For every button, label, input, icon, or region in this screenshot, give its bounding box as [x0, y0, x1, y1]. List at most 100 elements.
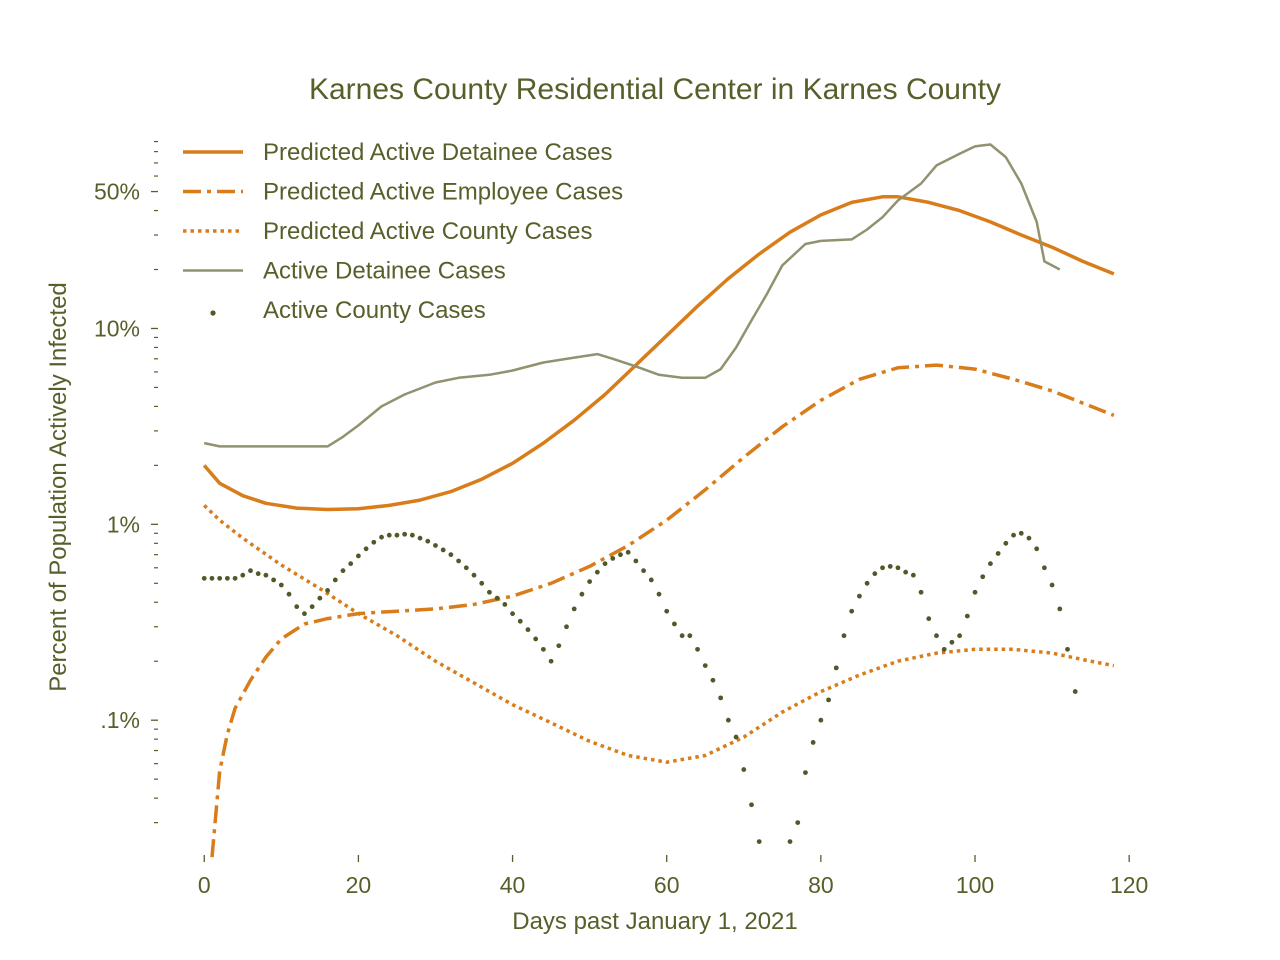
data-point	[471, 572, 477, 578]
y-tick-label: 50%	[94, 179, 140, 205]
data-point	[456, 558, 461, 564]
legend-label: Predicted Active County Cases	[263, 218, 593, 245]
data-point	[363, 546, 369, 552]
data-point	[217, 575, 223, 581]
data-point	[201, 575, 207, 581]
data-point	[379, 534, 384, 540]
data-point	[926, 616, 932, 622]
data-point	[263, 572, 269, 578]
data-point	[425, 538, 431, 544]
series-predicted-active-county-cases-line	[202, 504, 1115, 764]
data-point	[964, 613, 970, 619]
data-point	[502, 602, 508, 607]
series-predicted-active-detainee-cases-line	[202, 195, 1115, 512]
data-point	[957, 633, 962, 639]
data-point	[934, 633, 939, 639]
data-point	[810, 740, 816, 745]
data-point	[695, 646, 700, 652]
data-point	[672, 621, 677, 627]
data-point	[386, 532, 392, 538]
x-tick-label: 0	[198, 872, 211, 898]
data-point	[209, 575, 215, 581]
data-point	[749, 802, 754, 808]
data-point	[556, 643, 562, 649]
data-point	[348, 561, 354, 567]
x-tick-label: 80	[808, 872, 834, 898]
data-point	[718, 695, 724, 701]
x-tick-label: 120	[1110, 872, 1148, 898]
plot-area	[201, 143, 1115, 858]
data-point	[409, 532, 415, 538]
data-point	[833, 665, 839, 671]
data-point	[679, 633, 685, 639]
data-point	[664, 608, 670, 614]
data-point	[494, 595, 500, 601]
data-point	[587, 579, 593, 585]
data-point	[949, 639, 955, 645]
y-axis-label: Percent of Population Actively Infected	[45, 282, 72, 692]
legend-label: Predicted Active Detainee Cases	[263, 139, 613, 166]
data-point	[818, 717, 824, 723]
x-tick-label: 100	[956, 872, 994, 898]
data-point	[440, 547, 446, 553]
data-point	[687, 633, 693, 639]
data-point	[278, 582, 284, 588]
data-point	[356, 553, 361, 559]
data-point	[864, 580, 870, 586]
data-point	[255, 571, 261, 577]
y-axis: .1% 1% 10% 50%	[94, 140, 158, 824]
data-point	[733, 734, 739, 740]
data-point	[1011, 532, 1016, 538]
data-point	[479, 580, 485, 586]
data-point	[841, 633, 847, 639]
data-point	[517, 618, 523, 624]
data-point	[533, 636, 539, 642]
data-point	[618, 552, 623, 558]
series-predicted-active-employee-cases-line	[210, 363, 1115, 858]
data-point	[1003, 540, 1009, 546]
y-tick-label: 10%	[94, 315, 140, 341]
data-point	[787, 839, 793, 844]
data-point	[402, 531, 408, 537]
data-point	[325, 587, 330, 593]
data-point	[332, 577, 338, 583]
data-point	[741, 767, 747, 772]
data-point	[232, 575, 238, 581]
data-point	[903, 569, 909, 575]
data-point	[371, 539, 377, 545]
data-point	[487, 589, 492, 595]
x-axis: 0 20 40 60 80 100 120	[198, 855, 1148, 898]
data-point	[980, 574, 986, 580]
x-tick-label: 20	[346, 872, 372, 898]
data-point	[271, 577, 277, 583]
data-point	[248, 568, 253, 574]
data-point	[756, 839, 762, 844]
data-point	[1018, 530, 1024, 536]
data-point	[448, 552, 454, 558]
data-point	[941, 646, 947, 652]
legend-marker	[210, 310, 216, 316]
data-point	[857, 593, 862, 599]
data-point	[887, 563, 893, 569]
x-axis-label: Days past January 1, 2021	[512, 908, 798, 935]
legend-label: Active County Cases	[263, 297, 486, 324]
data-point	[610, 556, 616, 561]
data-point	[648, 577, 654, 583]
data-point	[1034, 546, 1040, 552]
series-active-detainee-cases-line	[203, 143, 1061, 448]
data-point	[286, 591, 292, 597]
data-point	[702, 663, 708, 669]
data-point	[510, 611, 515, 617]
data-point	[1057, 606, 1063, 612]
data-point	[918, 589, 924, 595]
data-point	[417, 535, 423, 541]
data-point	[656, 591, 662, 597]
data-point	[1072, 689, 1078, 694]
data-point	[972, 589, 978, 595]
data-point	[872, 571, 878, 577]
data-point	[725, 717, 731, 723]
data-point	[803, 770, 808, 776]
data-point	[394, 532, 400, 538]
data-point	[224, 575, 230, 581]
